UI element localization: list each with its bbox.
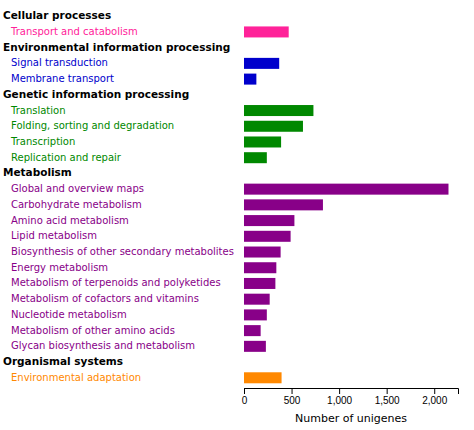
category-label: Metabolism of terpenoids and polyketides <box>11 277 221 288</box>
tick: 500 <box>284 388 301 406</box>
group-label: Environmental information processing <box>3 41 230 53</box>
category-label: Membrane transport <box>11 73 114 84</box>
chart: Cellular processes Transport and cataboli… <box>0 0 474 430</box>
category-label: Amino acid metabolism <box>11 215 129 226</box>
bar <box>244 121 303 132</box>
tick-mark <box>244 388 245 394</box>
category-label: Translation <box>10 105 66 116</box>
category-label: Metabolism of other amino acids <box>11 325 175 336</box>
category-label: Folding, sorting and degradation <box>11 120 174 131</box>
bar <box>244 294 270 305</box>
bar <box>244 262 276 273</box>
tick: 2,000 <box>422 388 447 406</box>
bar <box>244 58 279 69</box>
tick-label: 500 <box>284 395 301 406</box>
tick-label: 2,000 <box>422 395 447 406</box>
category-label: Signal transduction <box>11 57 108 68</box>
bar <box>244 247 281 258</box>
category-label: Transcription <box>10 136 75 147</box>
tick-label: 1,500 <box>375 395 400 406</box>
category-label: Global and overview maps <box>11 183 144 194</box>
tick-mark <box>292 388 293 394</box>
x-axis: 0 500 1,000 1,500 2,000 <box>242 388 459 406</box>
group-label: Cellular processes <box>3 9 111 21</box>
tick: 1,500 <box>375 388 400 406</box>
tick-mark <box>387 388 388 394</box>
bar <box>244 215 294 226</box>
group-label: Organismal systems <box>3 355 123 367</box>
bar <box>244 184 448 195</box>
tick: 0 <box>242 388 248 406</box>
category-label: Environmental adaptation <box>11 372 141 383</box>
category-labels: Cellular processes Transport and cataboli… <box>3 9 234 383</box>
category-label: Nucleotide metabolism <box>11 309 127 320</box>
axis-line <box>245 389 459 395</box>
category-label: Lipid metabolism <box>11 230 97 241</box>
bar <box>244 26 289 37</box>
category-label: Replication and repair <box>11 152 122 163</box>
x-axis-title: Number of unigenes <box>295 412 407 425</box>
tick-mark <box>339 388 340 394</box>
group-label: Metabolism <box>3 166 72 178</box>
bars <box>244 26 448 383</box>
bar <box>244 136 281 147</box>
category-label: Metabolism of cofactors and vitamins <box>11 293 199 304</box>
bar <box>244 325 261 336</box>
tick-mark <box>434 388 435 394</box>
category-label: Glycan biosynthesis and metabolism <box>11 340 195 351</box>
bar <box>244 74 256 85</box>
bar <box>244 152 267 163</box>
tick-label: 1,000 <box>327 395 352 406</box>
bar <box>244 105 313 116</box>
bar <box>244 341 266 352</box>
bar <box>244 199 323 210</box>
category-label: Carbohydrate metabolism <box>11 199 142 210</box>
tick-label: 0 <box>242 395 248 406</box>
bar <box>244 372 282 383</box>
group-label: Genetic information processing <box>3 88 189 100</box>
bar <box>244 278 275 289</box>
bar <box>244 231 291 242</box>
tick: 1,000 <box>327 388 352 406</box>
category-label: Energy metabolism <box>11 262 108 273</box>
bar <box>244 309 267 320</box>
category-label: Transport and catabolism <box>10 26 138 37</box>
category-label: Biosynthesis of other secondary metaboli… <box>11 246 234 257</box>
